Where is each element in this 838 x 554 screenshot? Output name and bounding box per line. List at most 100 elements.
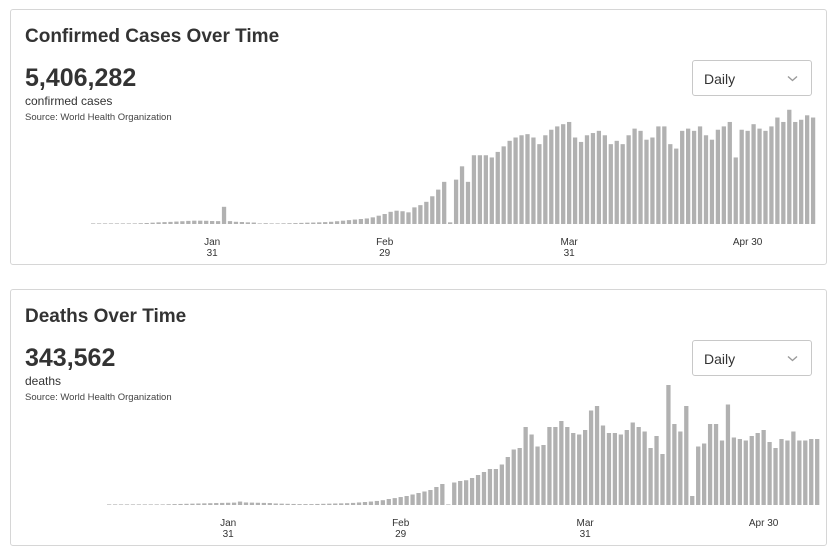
x-tick-sublabel: 29: [395, 529, 407, 540]
bar-day-35: [315, 503, 320, 505]
bar-day-22: [221, 206, 227, 224]
bar-day-85: [596, 130, 602, 224]
bar-day-24: [233, 221, 239, 224]
bar-day-46: [380, 500, 385, 505]
bar-day-90: [642, 431, 647, 505]
bar-day-113: [779, 439, 784, 505]
bar-day-48: [376, 215, 381, 224]
bar-day-72: [535, 446, 540, 505]
bar-day-54: [412, 207, 417, 224]
bar-day-29: [263, 223, 268, 224]
bar-day-64: [471, 155, 477, 224]
bar-day-77: [565, 427, 570, 505]
bar-day-16: [202, 503, 207, 505]
bar-day-113: [763, 130, 768, 224]
bar-day-28: [273, 503, 278, 505]
bar-day-102: [713, 424, 719, 505]
bar-day-19: [220, 502, 225, 505]
bar-day-32: [281, 223, 286, 224]
bar-day-91: [648, 448, 653, 505]
bar-day-61: [469, 478, 475, 505]
bar-day-69: [517, 448, 522, 505]
bar-day-57: [430, 196, 435, 224]
bar-day-94: [650, 137, 655, 224]
bar-day-95: [656, 126, 661, 224]
bar-day-43: [362, 502, 368, 505]
bar-day-77: [549, 129, 554, 224]
x-tick-sublabel: 31: [580, 529, 592, 540]
bar-day-0: [107, 504, 112, 505]
bar-day-67: [489, 157, 494, 224]
bar-day-52: [416, 493, 421, 505]
bar-day-99: [680, 130, 685, 224]
bar-day-106: [737, 439, 742, 505]
bar-day-102: [697, 126, 703, 224]
cases-interval-dropdown[interactable]: Daily: [692, 60, 812, 96]
bar-day-85: [612, 433, 618, 505]
bar-day-13: [168, 221, 173, 224]
bar-day-54: [428, 490, 433, 505]
bar-day-100: [702, 443, 707, 505]
bar-day-98: [674, 148, 679, 224]
bar-day-20: [226, 502, 231, 505]
bar-day-76: [543, 135, 548, 224]
bar-day-101: [691, 130, 697, 224]
bar-day-47: [370, 217, 375, 224]
bar-day-48: [392, 498, 397, 505]
bar-day-69: [501, 146, 506, 224]
bar-day-39: [323, 222, 328, 224]
confirmed-cases-card: Confirmed Cases Over Time 5,406,282 conf…: [10, 9, 827, 265]
bar-day-65: [477, 155, 483, 224]
bar-day-74: [547, 427, 552, 505]
bar-day-43: [346, 220, 352, 224]
bar-day-36: [321, 503, 326, 505]
bar-day-114: [785, 440, 790, 505]
bar-day-2: [102, 223, 108, 224]
bar-day-86: [618, 434, 623, 505]
bar-day-5: [120, 223, 126, 224]
bar-day-104: [725, 404, 731, 505]
bar-day-9: [144, 223, 149, 224]
deaths-total-label: deaths: [25, 374, 62, 388]
bar-day-86: [602, 135, 607, 224]
bar-day-7: [148, 504, 153, 505]
bar-day-30: [285, 503, 290, 505]
x-tick-sublabel: 31: [223, 529, 235, 540]
bar-day-93: [644, 139, 649, 224]
bar-day-34: [309, 504, 314, 505]
bar-day-1: [96, 223, 102, 224]
bar-day-81: [572, 137, 578, 224]
x-tick-sublabel: 31: [564, 248, 576, 259]
bar-day-10: [166, 504, 171, 505]
bar-day-2: [118, 504, 124, 505]
bar-day-59: [458, 481, 463, 505]
bar-day-61: [453, 179, 459, 224]
bar-day-60: [464, 480, 469, 505]
bar-day-98: [690, 496, 695, 505]
x-tick-label: Jan: [220, 518, 236, 529]
bar-day-71: [513, 137, 518, 224]
bar-day-58: [452, 482, 457, 505]
bar-day-89: [620, 144, 625, 224]
bar-day-84: [590, 133, 596, 224]
x-tick-sublabel: 29: [379, 248, 391, 259]
bar-day-93: [660, 454, 665, 505]
cases-source: Source: World Health Organization: [25, 112, 172, 123]
bar-day-19: [204, 220, 209, 224]
bar-day-63: [481, 472, 487, 505]
bar-day-50: [388, 211, 393, 224]
bar-day-15: [180, 221, 185, 224]
bar-day-64: [487, 469, 493, 505]
bar-day-111: [767, 442, 772, 505]
bar-day-121: [810, 117, 816, 224]
bar-day-80: [567, 121, 572, 224]
bar-day-39: [339, 503, 344, 505]
bar-day-116: [797, 440, 802, 505]
bar-day-14: [174, 221, 179, 224]
bar-day-42: [356, 502, 362, 505]
bar-day-33: [303, 504, 308, 505]
bar-day-53: [406, 212, 411, 224]
bar-day-81: [588, 410, 594, 505]
deaths-interval-dropdown[interactable]: Daily: [692, 340, 812, 376]
